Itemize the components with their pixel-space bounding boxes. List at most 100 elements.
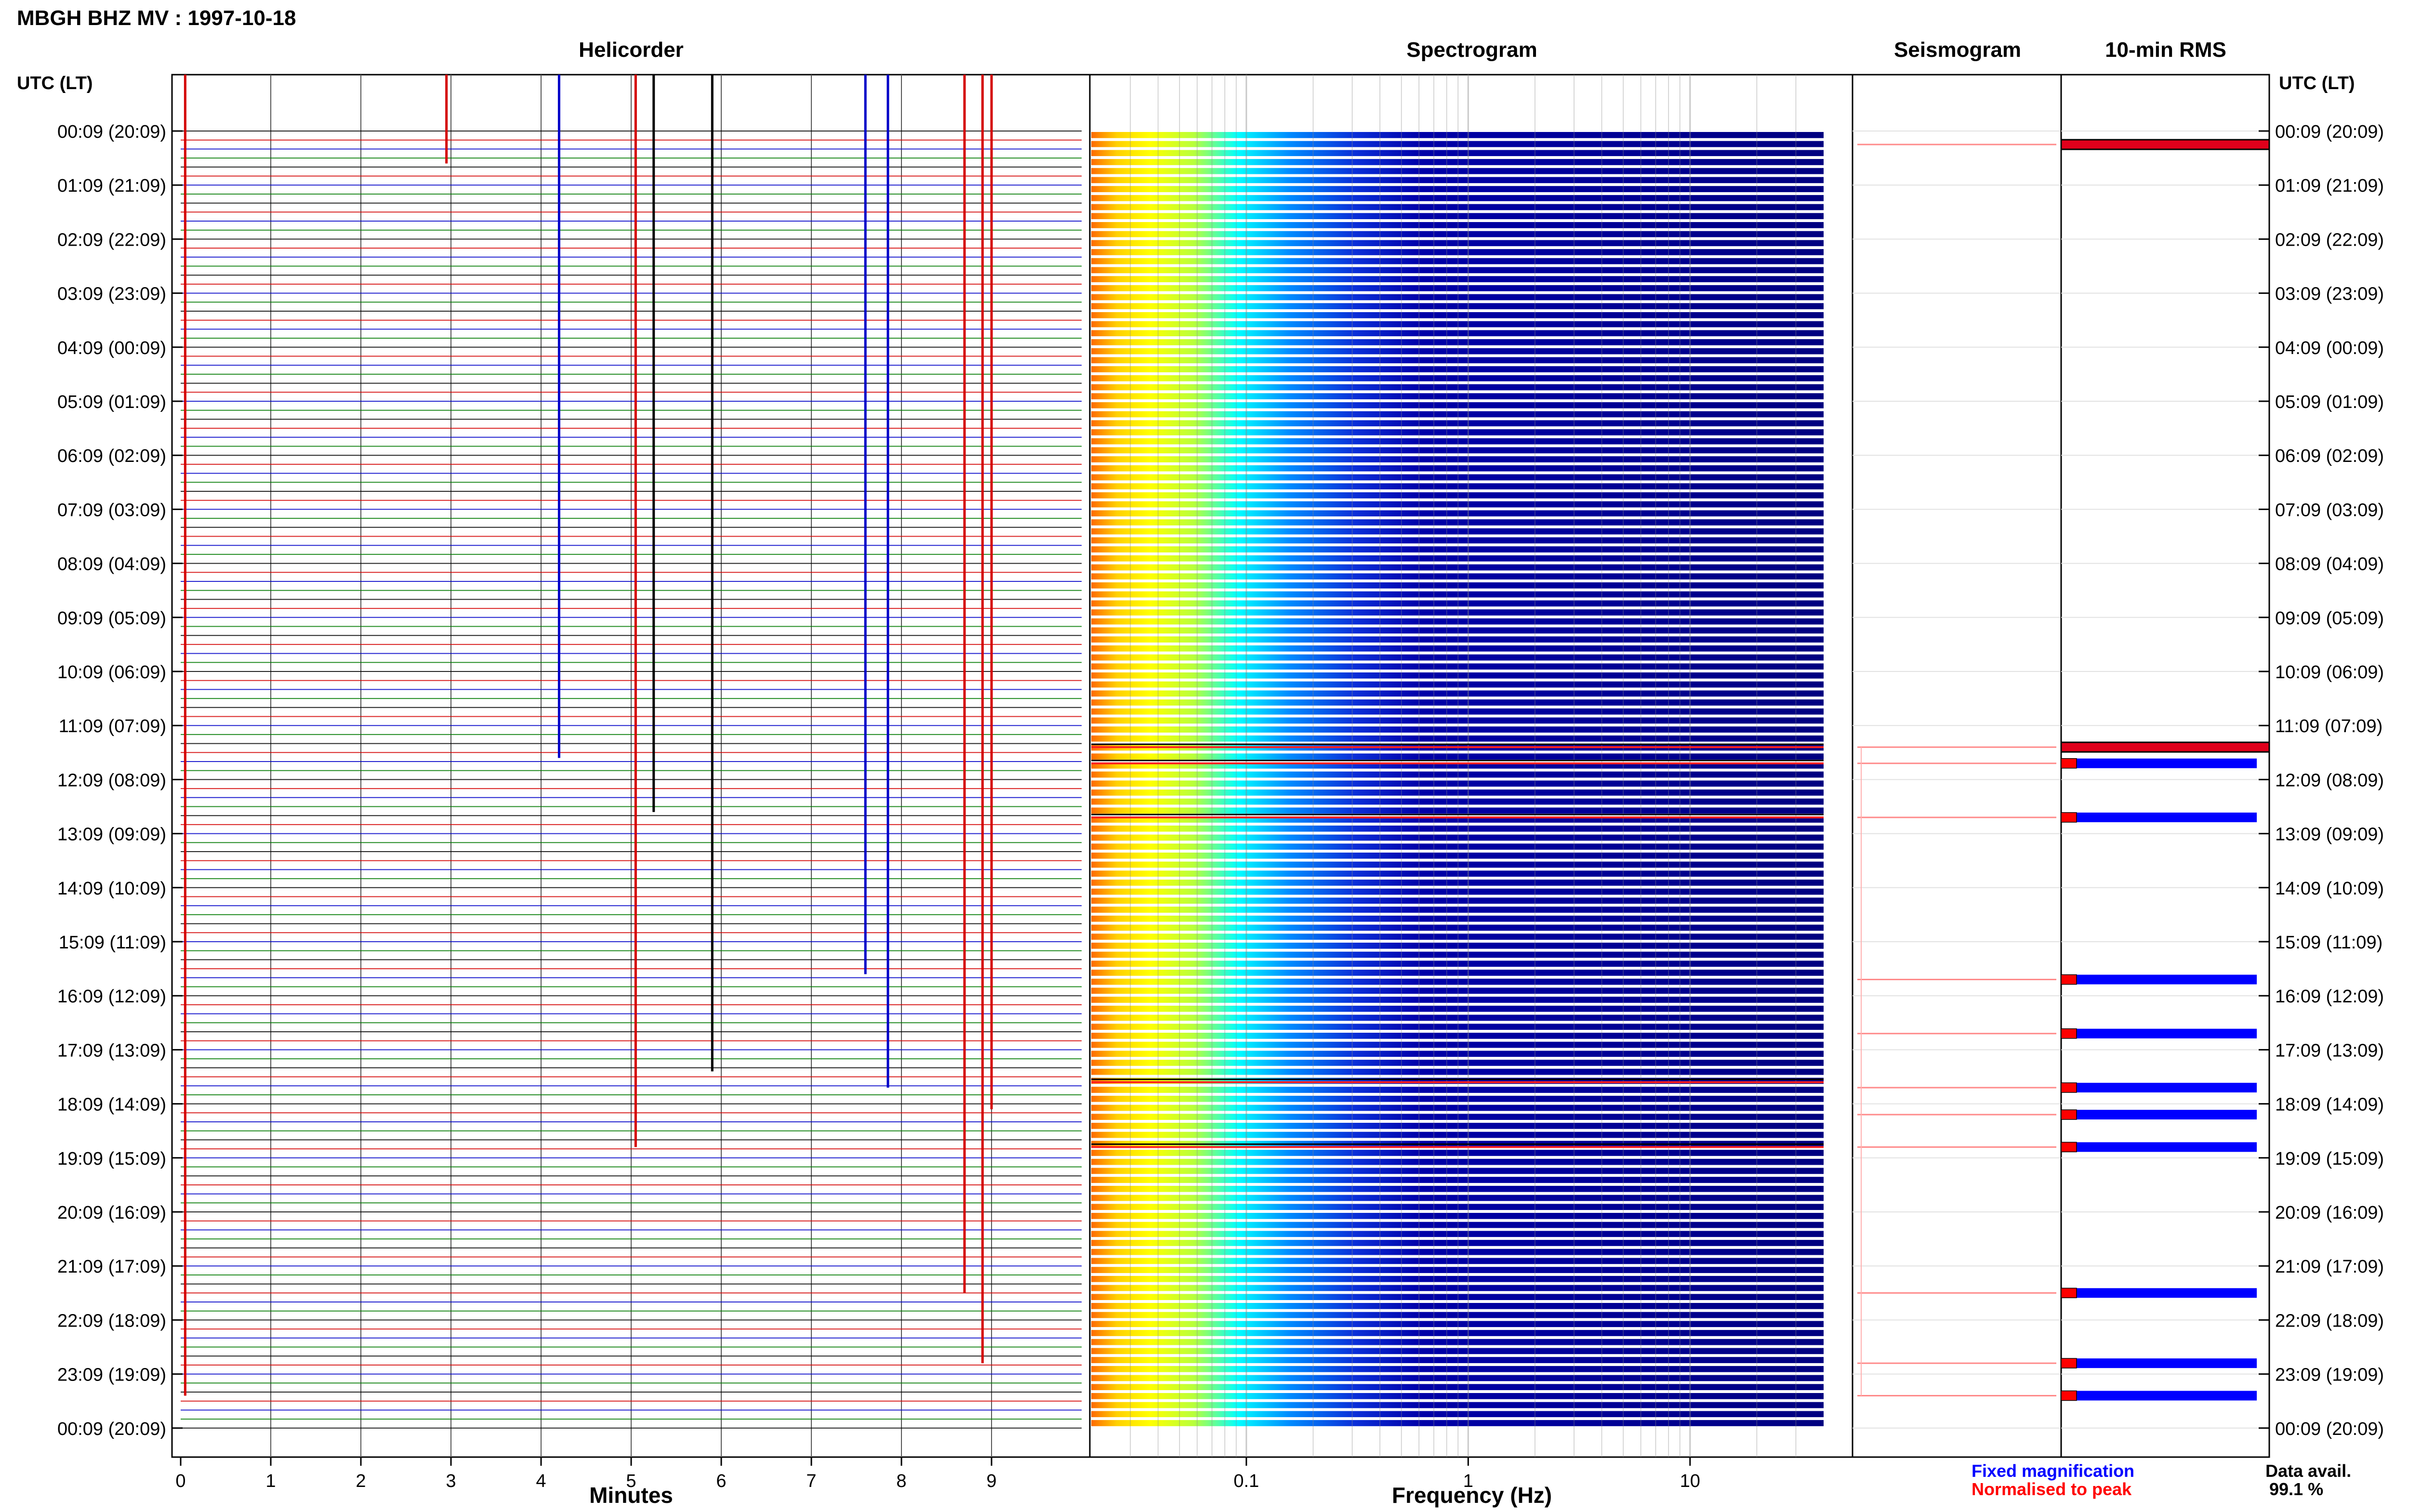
- row-label-right: 00:09 (20:09): [2275, 122, 2384, 142]
- spectrogram-band: [1091, 870, 1824, 877]
- spectrogram-band: [1091, 339, 1824, 345]
- row-label-left: 20:09 (16:09): [57, 1203, 166, 1223]
- spectrogram-band: [1091, 429, 1824, 435]
- spectrogram-band: [1091, 411, 1824, 418]
- spectrogram-band: [1091, 393, 1824, 399]
- row-label-right: 19:09 (15:09): [2275, 1149, 2384, 1169]
- spectrogram-band: [1091, 456, 1824, 462]
- row-label-left: 05:09 (01:09): [57, 392, 166, 412]
- row-label-right: 22:09 (18:09): [2275, 1311, 2384, 1331]
- row-label-right: 00:09 (20:09): [2275, 1419, 2384, 1439]
- spectrogram-band: [1091, 249, 1824, 255]
- spectrogram-band: [1091, 1294, 1824, 1300]
- spectrogram-band: [1091, 1240, 1824, 1246]
- seismogram-frame: [1852, 74, 2062, 1458]
- spectrogram-band: [1091, 690, 1824, 697]
- spectrogram-band: [1091, 474, 1824, 481]
- spectrogram-band: [1091, 654, 1824, 661]
- rms-bar-fixed: [2061, 1110, 2257, 1120]
- spectrogram-band: [1091, 1158, 1824, 1165]
- spectrogram-band: [1091, 1024, 1824, 1030]
- spectrogram-band: [1091, 132, 1824, 138]
- row-label-right: 20:09 (16:09): [2275, 1203, 2384, 1223]
- spectrogram-band: [1091, 1123, 1824, 1129]
- row-label-right: 03:09 (23:09): [2275, 284, 2384, 304]
- spectrogram-band: [1091, 888, 1824, 895]
- row-label-left: 03:09 (23:09): [57, 284, 166, 304]
- rms-bar-fixed: [2061, 1082, 2257, 1092]
- spectrogram-band: [1091, 618, 1824, 625]
- rms-bar-start: [2061, 812, 2077, 823]
- spectrogram-band: [1091, 789, 1824, 796]
- row-label-right: 17:09 (13:09): [2275, 1040, 2384, 1061]
- rms-bar-start: [2061, 1142, 2077, 1153]
- spectrogram-band: [1091, 348, 1824, 355]
- row-label-left: 12:09 (08:09): [57, 770, 166, 790]
- helicorder-tick-label: 0: [175, 1471, 185, 1491]
- spectrogram-band: [1091, 213, 1824, 219]
- helicorder-tick-label: 3: [446, 1471, 456, 1491]
- row-label-right: 01:09 (21:09): [2275, 176, 2384, 196]
- spectrogram-band: [1091, 1114, 1824, 1120]
- rms-bar-fixed: [2061, 1028, 2257, 1039]
- spectrogram-band: [1091, 735, 1824, 742]
- spectrogram-band: [1091, 753, 1824, 760]
- utc-label-left: UTC (LT): [17, 73, 93, 93]
- row-label-left: 10:09 (06:09): [57, 662, 166, 683]
- spectrogram-band: [1091, 1411, 1824, 1418]
- spectrogram-band: [1091, 943, 1824, 949]
- rms-bar-fixed: [2061, 812, 2257, 822]
- helicorder-title: Helicorder: [579, 38, 684, 62]
- spectrogram-band: [1091, 159, 1824, 165]
- rms-bar-fixed: [2061, 974, 2257, 985]
- legend-fixed-magnification: Fixed magnification: [1972, 1461, 2134, 1481]
- spectrogram-band: [1091, 798, 1824, 805]
- helicorder-x-label: Minutes: [589, 1483, 673, 1508]
- helicorder-tick-label: 2: [356, 1471, 366, 1491]
- spectrogram-band: [1091, 312, 1824, 318]
- spectrogram-band: [1091, 1195, 1824, 1201]
- spectrogram-band: [1091, 1104, 1824, 1111]
- spectrogram-band: [1091, 1068, 1824, 1075]
- legend-normalised-to-peak: Normalised to peak: [1972, 1479, 2132, 1499]
- spectrogram-band: [1091, 591, 1824, 598]
- helicorder-x-ticks: 0 1 2 3 4 5 6 7 8 9: [175, 1457, 997, 1491]
- row-label-left: 14:09 (10:09): [57, 879, 166, 899]
- row-label-left: 04:09 (00:09): [57, 338, 166, 358]
- spectrogram-band: [1091, 853, 1824, 859]
- rms-bar-start: [2061, 1390, 2077, 1401]
- row-label-left: 08:09 (04:09): [57, 554, 166, 575]
- row-label-left: 11:09 (07:09): [59, 716, 166, 736]
- row-label-left: 21:09 (17:09): [57, 1257, 166, 1277]
- spectrogram-band: [1091, 582, 1824, 589]
- spectrogram-band: [1091, 321, 1824, 328]
- row-label-left: 19:09 (15:09): [57, 1149, 166, 1169]
- spectrogram-band: [1091, 204, 1824, 210]
- rms-bar-fixed: [2061, 1358, 2257, 1368]
- spectrogram-band: [1091, 1285, 1824, 1291]
- row-label-left: 00:09 (20:09): [57, 122, 166, 142]
- rms-bar-start: [2061, 1028, 2077, 1039]
- helicorder-tick-label: 7: [806, 1471, 816, 1491]
- spectrogram-tick-label: 10: [1680, 1471, 1700, 1491]
- row-label-left: 06:09 (02:09): [57, 446, 166, 466]
- data-availability-value: 99.1 %: [2269, 1479, 2323, 1499]
- spectrogram-band: [1091, 1060, 1824, 1066]
- spectrogram-band: [1091, 708, 1824, 715]
- spectrogram-band: [1091, 546, 1824, 552]
- spectrogram-band: [1091, 564, 1824, 571]
- spectrogram-band: [1091, 907, 1824, 913]
- spectrogram-band: [1091, 1258, 1824, 1264]
- spectrogram-band: [1091, 997, 1824, 1003]
- spectrogram-band: [1091, 663, 1824, 670]
- spectrogram-band: [1091, 699, 1824, 706]
- spectrogram-band: [1091, 438, 1824, 445]
- spectrogram-band: [1091, 519, 1824, 526]
- row-label-left: 01:09 (21:09): [57, 176, 166, 196]
- spectrogram-band: [1091, 1321, 1824, 1328]
- spectrogram-band: [1091, 186, 1824, 192]
- spectrogram-band: [1091, 447, 1824, 454]
- spectrogram-panel: [1089, 74, 1853, 1458]
- station-title: MBGH BHZ MV : 1997-10-18: [17, 6, 296, 30]
- helicorder-tick-label: 8: [896, 1471, 906, 1491]
